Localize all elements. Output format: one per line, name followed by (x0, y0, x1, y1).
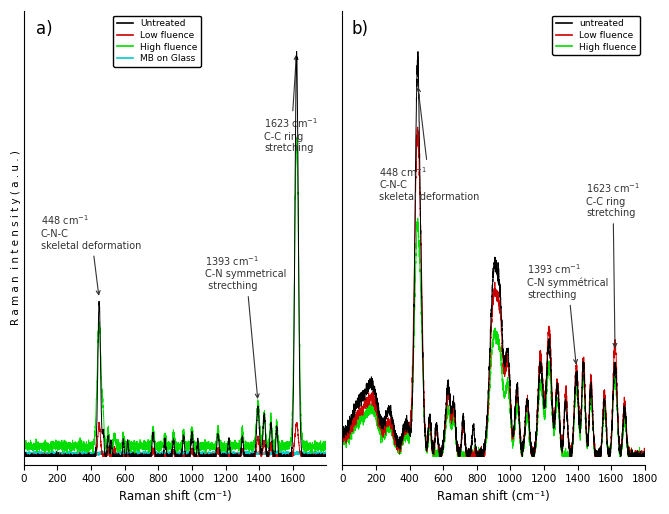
Text: b): b) (351, 20, 369, 38)
Legend: untreated, Low fluence, High fluence: untreated, Low fluence, High fluence (552, 15, 640, 56)
X-axis label: Raman shift (cm⁻¹): Raman shift (cm⁻¹) (118, 490, 231, 503)
Text: 448 cm$^{-1}$
C-N-C
skeletal deformation: 448 cm$^{-1}$ C-N-C skeletal deformation (379, 88, 480, 202)
Text: 1393 cm$^{-1}$
C-N symmétrical
strecthing: 1393 cm$^{-1}$ C-N symmétrical strecthin… (527, 262, 609, 363)
Text: 1393 cm$^{-1}$
C-N symmetrical
 strecthing: 1393 cm$^{-1}$ C-N symmetrical strecthin… (205, 254, 287, 398)
Text: 448 cm$^{-1}$
C-N-C
skeletal deformation: 448 cm$^{-1}$ C-N-C skeletal deformation (41, 213, 141, 295)
Text: 1623 cm$^{-1}$
C-C ring
stretching: 1623 cm$^{-1}$ C-C ring stretching (264, 56, 318, 153)
Text: a): a) (36, 20, 53, 38)
Legend: Untreated, Low fluence, High fluence, MB on Glass: Untreated, Low fluence, High fluence, MB… (113, 15, 201, 67)
X-axis label: Raman shift (cm⁻¹): Raman shift (cm⁻¹) (437, 490, 550, 503)
Text: 1623 cm$^{-1}$
C-C ring
stretching: 1623 cm$^{-1}$ C-C ring stretching (586, 181, 640, 347)
Y-axis label: R a m a n  i n t e n s i t y ( a . u . ): R a m a n i n t e n s i t y ( a . u . ) (11, 151, 21, 325)
